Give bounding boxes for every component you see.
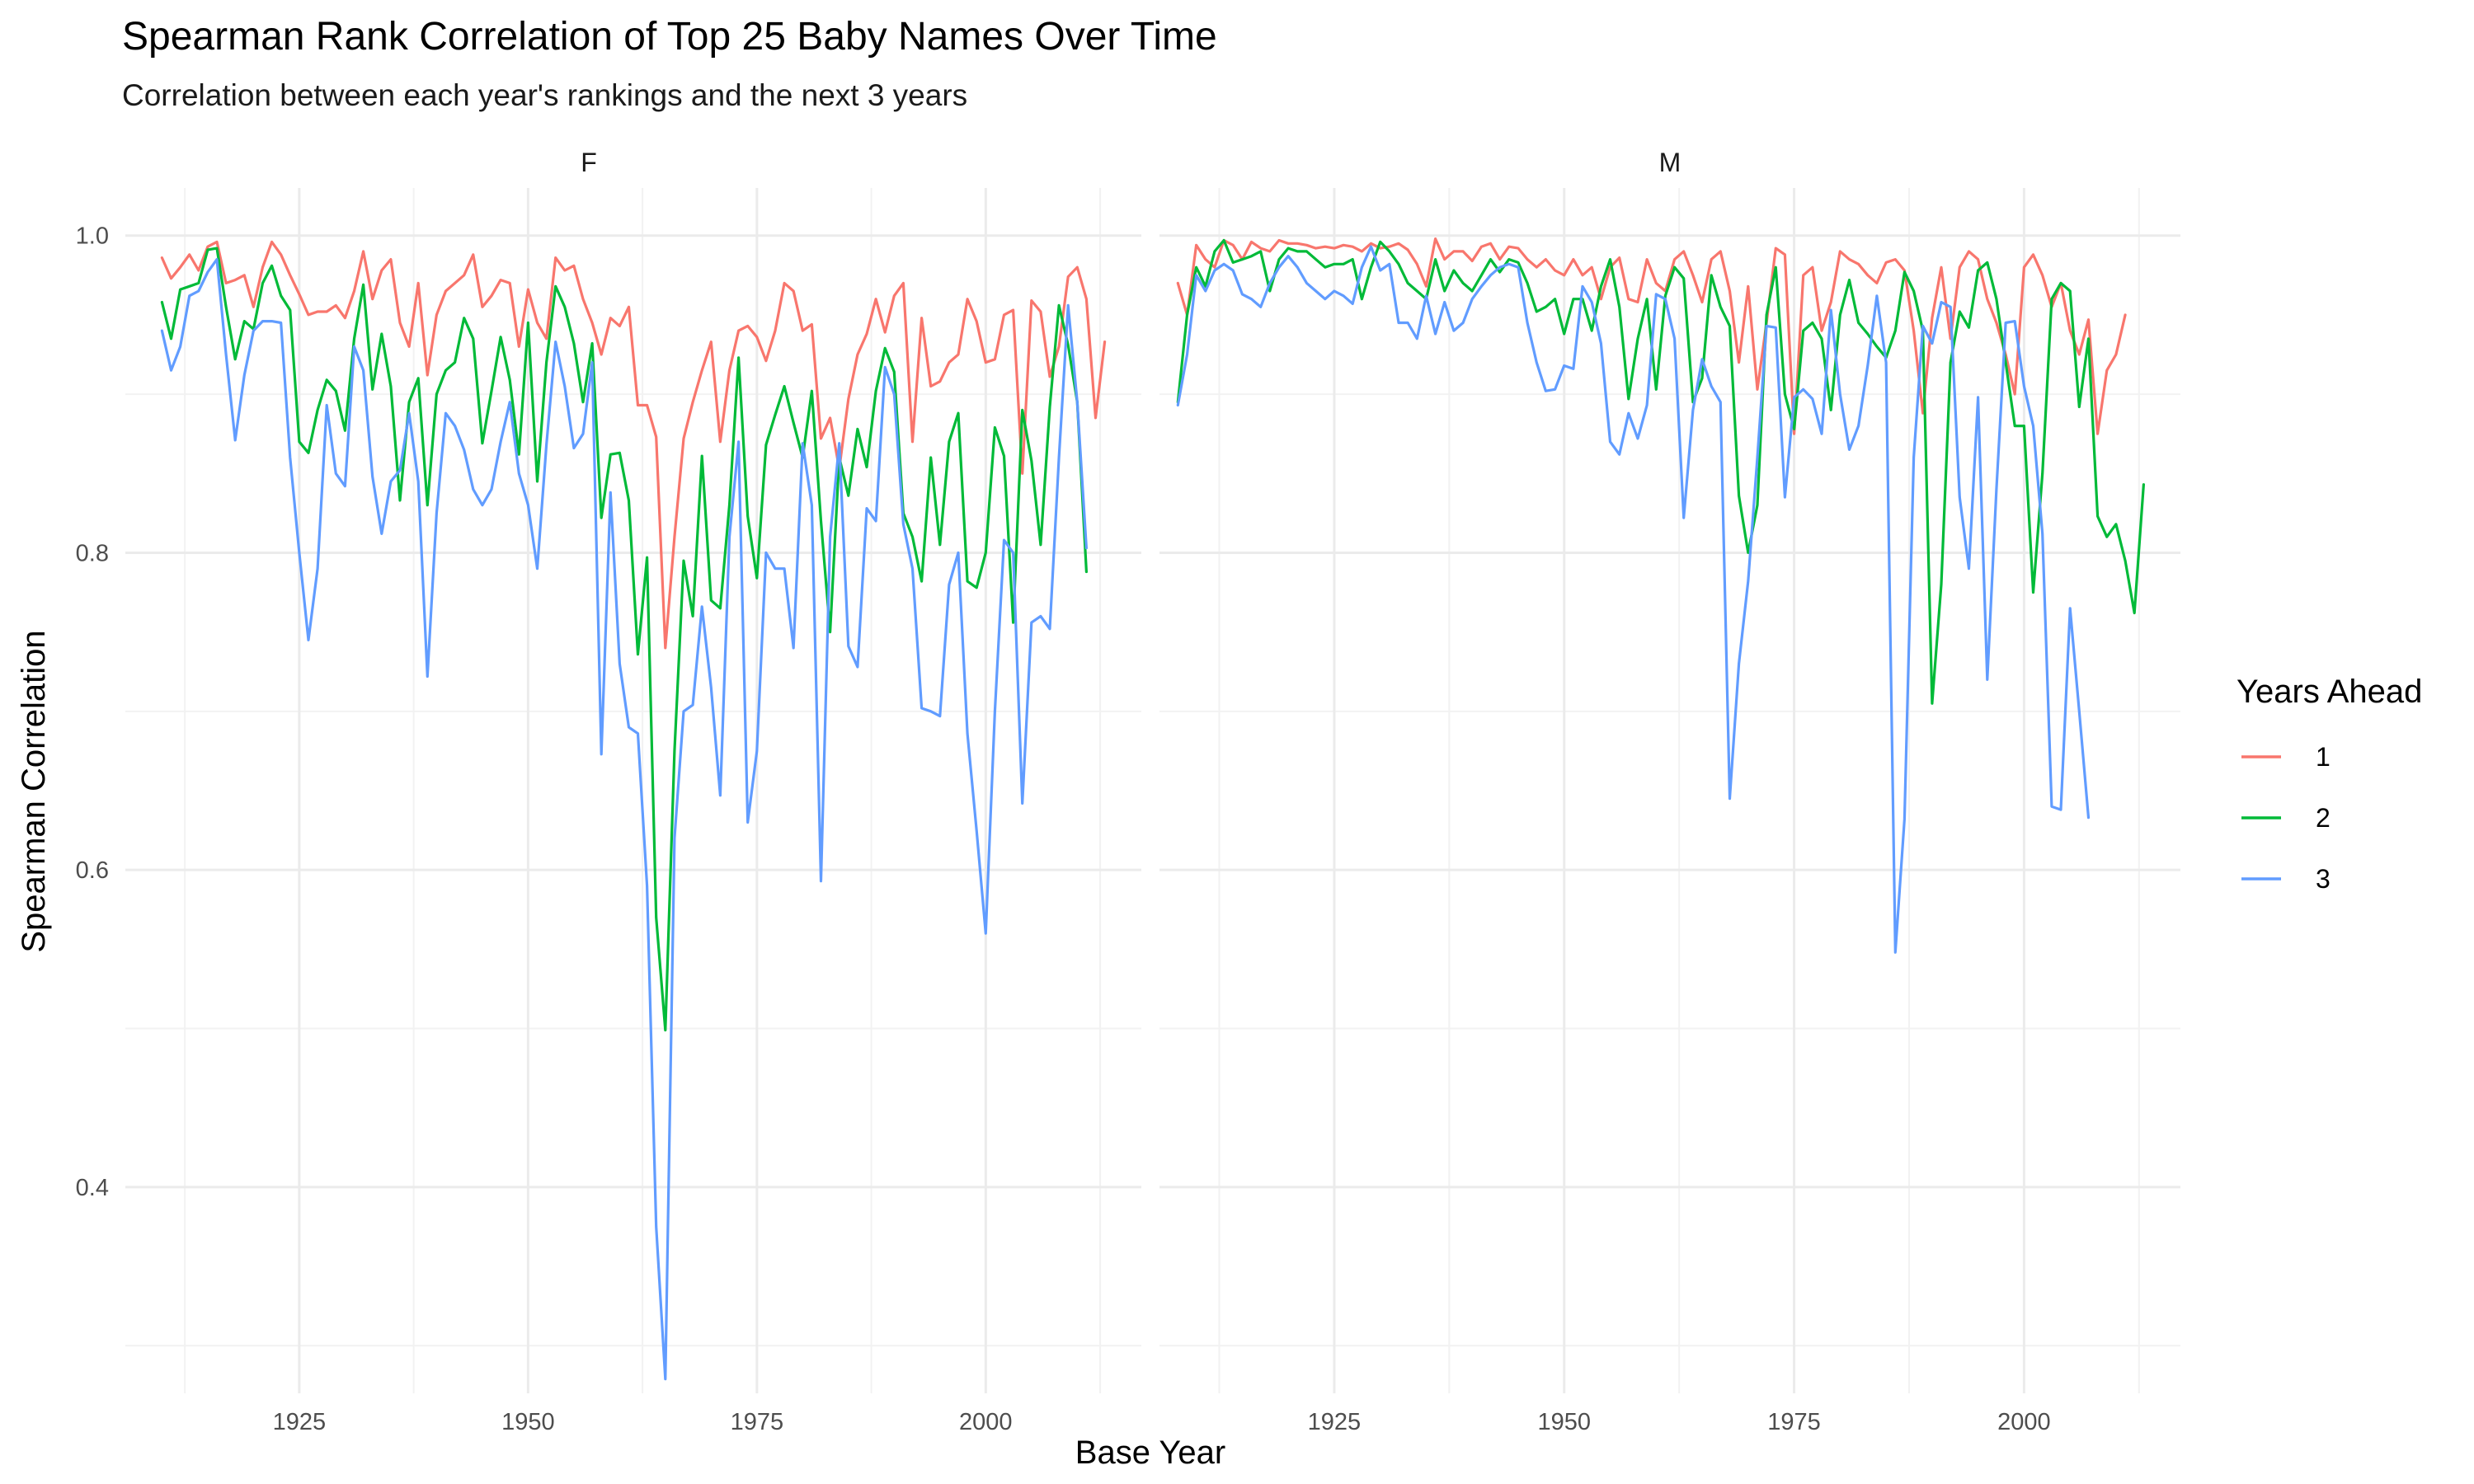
panel-m-gridlines	[1159, 188, 2180, 1393]
panel-f-x-tick-label: 2000	[959, 1409, 1013, 1435]
y-tick-label: 0.6	[76, 857, 109, 884]
panel-f-series-3-line	[160, 258, 1089, 1381]
panel-m-x-tick-label: 1925	[1308, 1409, 1362, 1435]
panel-m-x-tick-label: 1975	[1767, 1409, 1821, 1435]
panel-f: F	[125, 148, 1141, 1393]
legend-label-2: 2	[2316, 803, 2331, 833]
legend-label-3: 3	[2316, 864, 2331, 894]
y-tick-label: 0.4	[76, 1175, 109, 1201]
panel-f-series	[160, 240, 1107, 1381]
y-tick-label: 0.8	[76, 540, 109, 566]
chart-subtitle: Correlation between each year's rankings…	[122, 78, 967, 112]
y-axis-ticks: 0.4 0.6 0.8 1.0	[76, 223, 109, 1201]
panel-f-series-2-line	[160, 247, 1089, 1032]
x-axis-title: Base Year	[1075, 1435, 1225, 1471]
panel-f-label: F	[581, 148, 597, 177]
panel-f-x-tick-label: 1925	[273, 1409, 327, 1435]
panel-m-series	[1176, 237, 2145, 954]
chart-title: Spearman Rank Correlation of Top 25 Baby…	[122, 15, 1217, 59]
legend-label-1: 1	[2316, 742, 2331, 772]
legend: Years Ahead 1 2 3	[2236, 674, 2422, 894]
panel-f-x-tick-label: 1950	[501, 1409, 555, 1435]
panel-f-gridlines	[125, 188, 1141, 1393]
legend-title: Years Ahead	[2236, 674, 2422, 710]
panel-m-x-tick-label: 1950	[1537, 1409, 1591, 1435]
panel-f-x-tick-label: 1975	[731, 1409, 784, 1435]
panel-m-x-axis-ticks: 1925 1950 1975 2000	[1308, 1409, 2051, 1435]
panel-f-series-1-line	[160, 240, 1107, 650]
y-axis-title: Spearman Correlation	[16, 630, 52, 952]
panel-m-series-1-line	[1176, 237, 2127, 435]
panel-f-x-axis-ticks: 1925 1950 1975 2000	[273, 1409, 1013, 1435]
panel-m-series-3-line	[1176, 245, 2091, 954]
panel-m-series-2-line	[1176, 238, 2145, 705]
panel-m-label: M	[1659, 148, 1681, 177]
legend-items: 1 2 3	[2241, 742, 2331, 894]
panel-m-x-tick-label: 2000	[1997, 1409, 2051, 1435]
y-tick-label: 1.0	[76, 223, 109, 250]
panel-m: M	[1159, 148, 2180, 1393]
